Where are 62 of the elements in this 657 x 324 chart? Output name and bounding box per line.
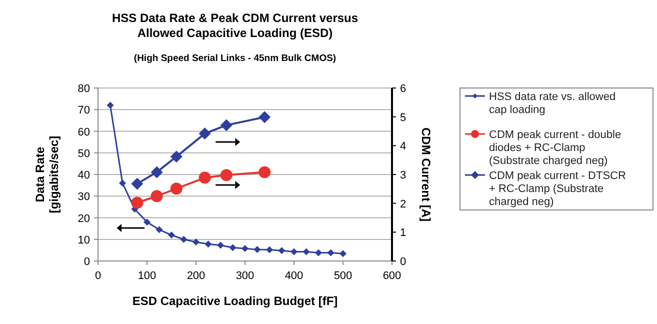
point <box>217 242 224 249</box>
x-tick-label: 400 <box>284 270 304 282</box>
chart-title: HSS Data Rate & Peak CDM Current versus Allowed Capacitive Loading (ESD) <box>112 11 358 40</box>
y2-tick-label: 5 <box>400 112 406 124</box>
point <box>229 244 236 252</box>
point <box>266 246 273 254</box>
point <box>302 248 310 256</box>
point <box>180 236 188 243</box>
point <box>198 128 211 140</box>
y-tick-label: 10 <box>78 234 90 246</box>
legend-label: CDM peak current - double diodes + RC-Clamp (Substrate charged neg) <box>489 129 622 167</box>
y2-tick-label: 0 <box>400 256 406 268</box>
x-tick-label: 0 <box>94 270 102 282</box>
y-tick-label: 20 <box>78 212 90 225</box>
point <box>150 166 163 178</box>
point <box>278 247 286 254</box>
point <box>131 196 144 209</box>
chart-subtitle: (High Speed Serial Links - 45nm Bulk CMOS) <box>134 53 336 64</box>
y-tick-label: 80 <box>78 83 90 95</box>
y2-axis-title: CDM Current [A] <box>419 128 433 222</box>
x-tick-label: 600 <box>382 270 402 282</box>
y-tick-label: 50 <box>78 148 90 160</box>
point <box>220 119 232 132</box>
point <box>156 226 163 234</box>
point <box>258 111 271 124</box>
point <box>258 166 271 178</box>
y-tick-label: 70 <box>78 104 90 117</box>
point <box>170 182 182 195</box>
point <box>144 218 150 226</box>
x-tick-label: 500 <box>334 270 352 282</box>
point <box>204 240 212 248</box>
point <box>192 238 200 246</box>
point <box>150 190 163 202</box>
x-axis-title: ESD Capacitive Loading Budget [fF] <box>132 294 338 308</box>
point <box>327 249 334 256</box>
point <box>106 102 114 109</box>
point <box>131 178 144 190</box>
point <box>170 150 182 163</box>
point <box>340 250 346 258</box>
y-tick-label: 40 <box>78 170 90 182</box>
point <box>254 246 261 254</box>
point <box>119 180 126 187</box>
point <box>242 244 248 252</box>
y2-tick-label: 1 <box>400 227 406 240</box>
y2-tick-label: 4 <box>400 140 406 153</box>
y2-tick-label: 6 <box>400 83 406 95</box>
legend-label: HSS data rate vs. allowed cap loading <box>489 91 616 116</box>
legend-label: CDM peak current - DTSCR + RC-Clamp (Substrate charged neg) <box>489 170 626 208</box>
y-tick-label: 60 <box>78 126 90 138</box>
point <box>315 249 322 256</box>
point <box>168 232 175 239</box>
x-tick-label: 300 <box>236 270 254 282</box>
x-tick-label: 200 <box>186 270 206 282</box>
y-tick-label: 30 <box>78 191 90 204</box>
x-tick-label: 100 <box>138 270 156 282</box>
point <box>198 172 211 184</box>
point <box>220 169 232 182</box>
point <box>290 248 298 256</box>
y2-tick-label: 3 <box>400 170 406 182</box>
y2-tick-label: 2 <box>400 198 406 210</box>
y-tick-label: 0 <box>84 256 90 268</box>
y-axis-title: Data Rate [gigabits/sec] <box>33 136 61 214</box>
